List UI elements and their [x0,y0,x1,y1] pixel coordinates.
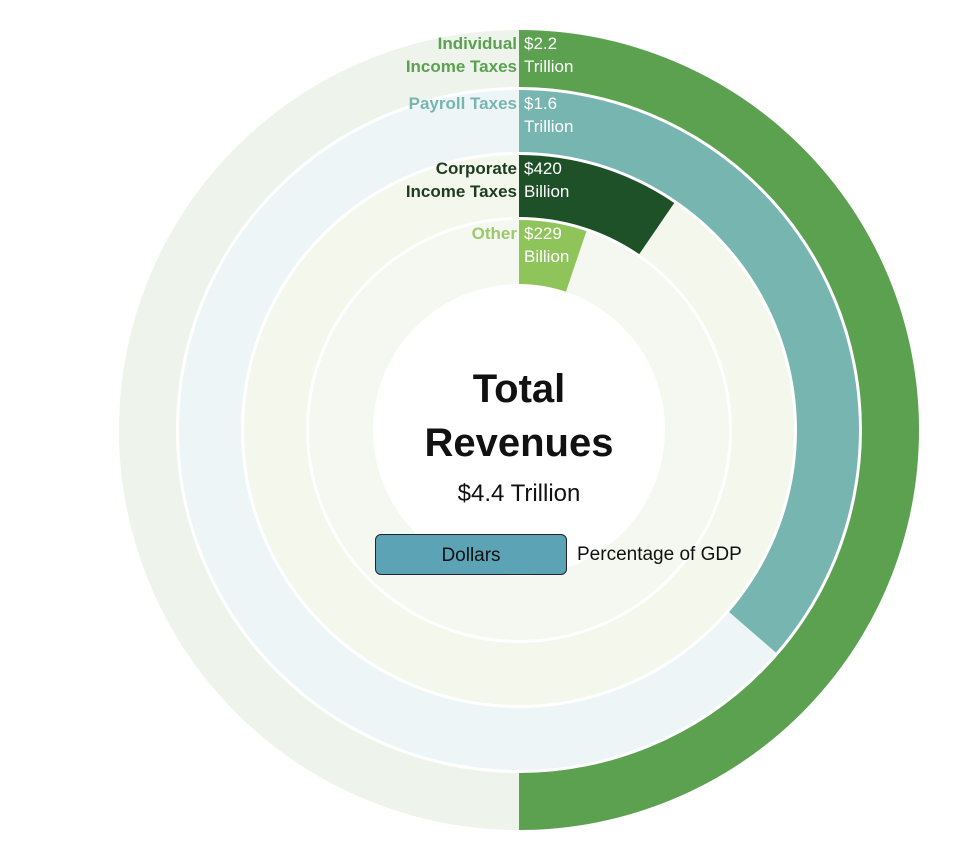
toggle-option[interactable]: Percentage of GDP [577,544,742,565]
arc-bar [519,220,587,292]
category-label: Other [471,224,517,243]
category-label: Individual Income Taxes [405,34,517,76]
total-label: $4.4 Trillion [457,480,581,507]
value-label: $229 Billion [524,224,570,266]
arc-bar [519,155,675,255]
value-label: $1.6 Trillion [524,94,574,136]
category-label: Payroll Taxes [408,94,517,113]
category-label: Corporate Income Taxes [405,159,517,201]
value-label: $420 Billion [524,159,570,201]
toggle-option[interactable]: Dollars [375,534,567,575]
value-label: $2.2 Trillion [524,34,574,76]
chart-title: Total Revenues [424,367,614,465]
arc-bar [519,90,859,653]
arc-bar [519,30,919,830]
